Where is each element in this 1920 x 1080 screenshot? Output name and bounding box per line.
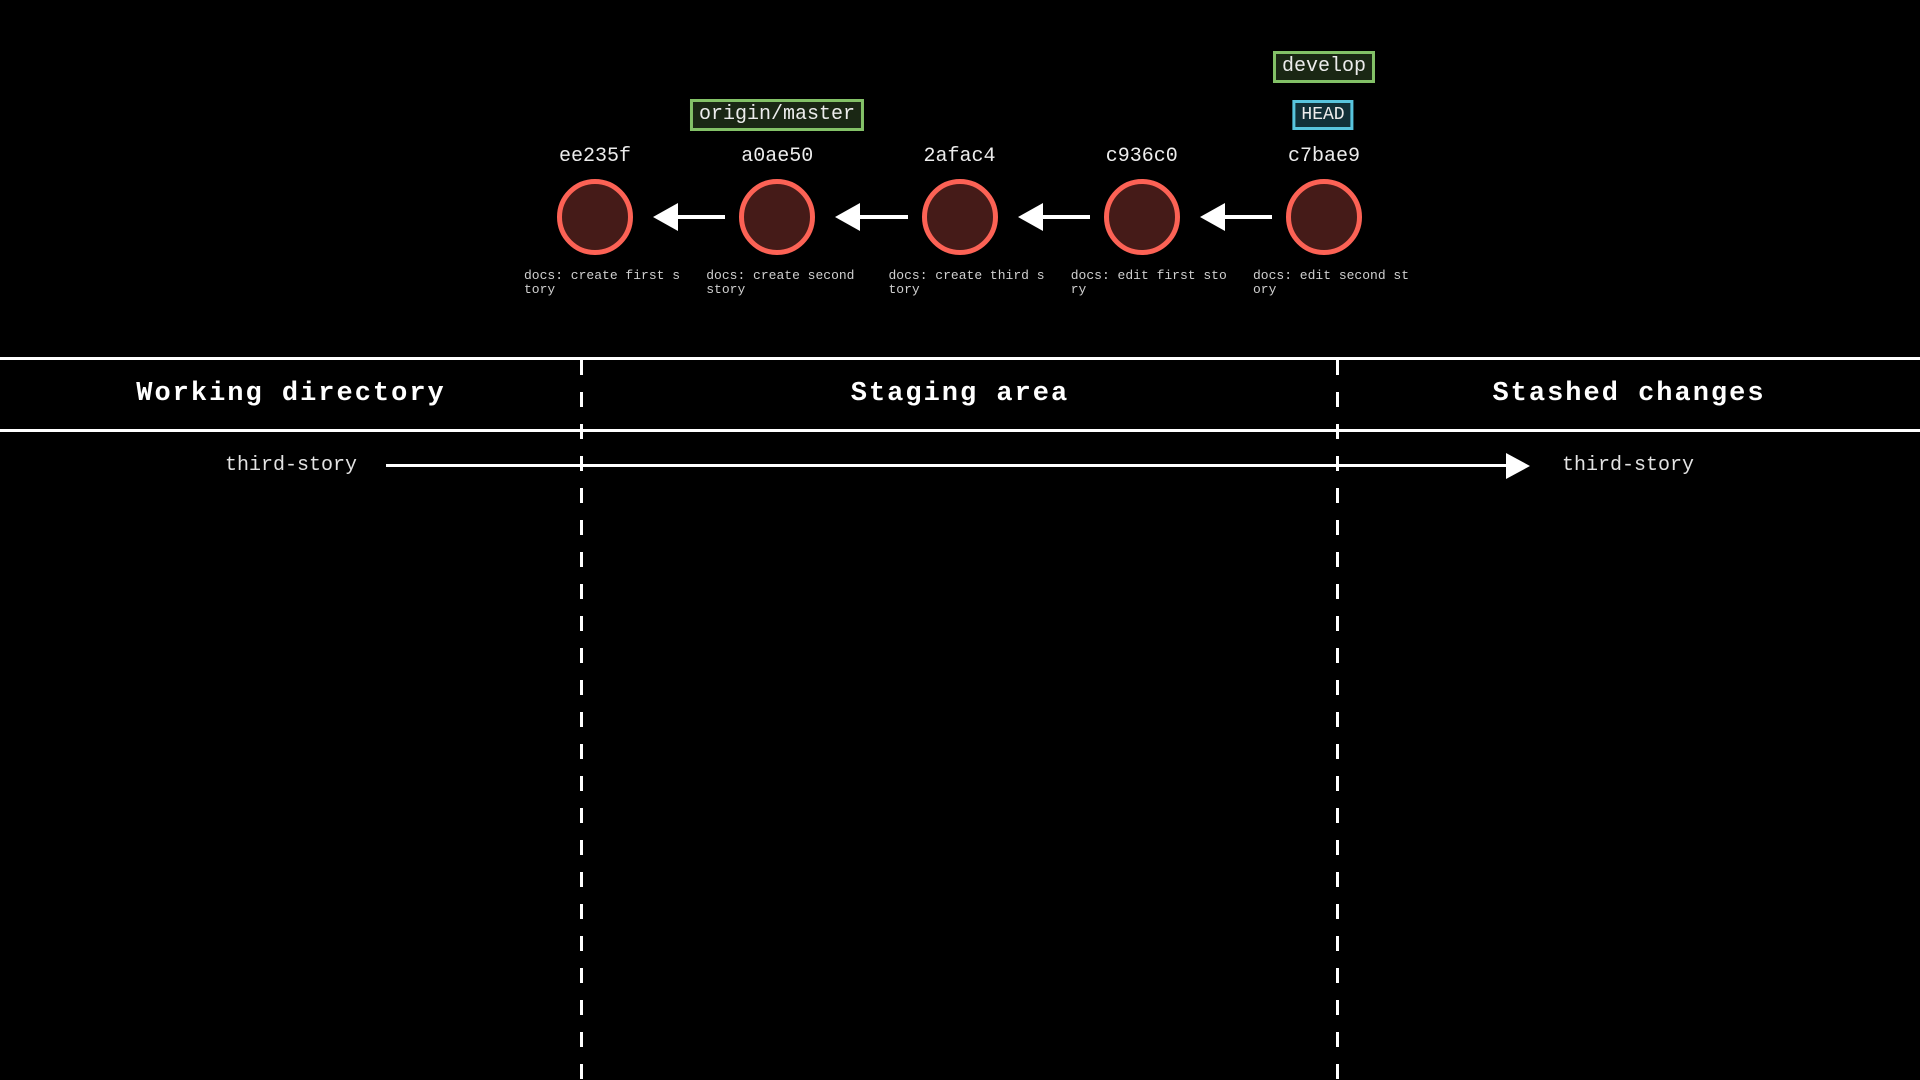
branch-label-origin-master: origin/master (689, 99, 865, 131)
commit-arrow-head-icon (653, 203, 678, 231)
stashed-changes-file-label: third-story (1561, 454, 1695, 477)
commit-message: docs: edit first sto ry (1070, 268, 1227, 297)
zone-header-stashed-changes: Stashed changes (1492, 379, 1766, 409)
commit-circle (921, 179, 998, 255)
commit-circle (557, 179, 633, 255)
commit-hash-label: ee235f (558, 145, 632, 168)
commit-message: docs: create first s tory (524, 268, 681, 297)
commit-circle (1286, 179, 1362, 255)
commit-arrow-line (1041, 215, 1090, 219)
head-label: HEAD (1292, 100, 1354, 130)
zone-header-working-directory: Working directory (136, 379, 446, 409)
stash-arrow-head-icon (1506, 453, 1530, 479)
zone-table-top-border (0, 357, 1920, 360)
commit-arrow-head-icon (835, 203, 861, 231)
commit-message: docs: edit second st ory (1253, 268, 1410, 297)
commit-arrow-line (859, 215, 908, 219)
zone-divider-left (580, 360, 583, 1080)
commit-circle (1103, 179, 1180, 255)
commit-message: docs: create third s tory (888, 268, 1045, 297)
commit-hash-label: c936c0 (1105, 145, 1178, 168)
commit-arrow-head-icon (1017, 203, 1043, 231)
commit-arrow-line (677, 215, 726, 219)
commit-arrow-line (1223, 215, 1272, 219)
zone-header-staging-area: Staging area (850, 379, 1070, 409)
zone-divider-right (1336, 360, 1339, 1080)
zone-table-header-divider (0, 429, 1920, 432)
stash-arrow-line (386, 464, 1506, 467)
commit-arrow-head-icon (1199, 203, 1225, 231)
commit-message: docs: create second story (706, 268, 855, 297)
branch-label-develop: develop (1272, 51, 1376, 83)
commit-hash-label: a0ae50 (741, 145, 814, 168)
commit-hash-label: 2afac4 (923, 145, 996, 168)
commit-circle (739, 179, 816, 255)
working-directory-file-label: third-story (224, 454, 358, 477)
commit-hash-label: c7bae9 (1287, 145, 1361, 168)
